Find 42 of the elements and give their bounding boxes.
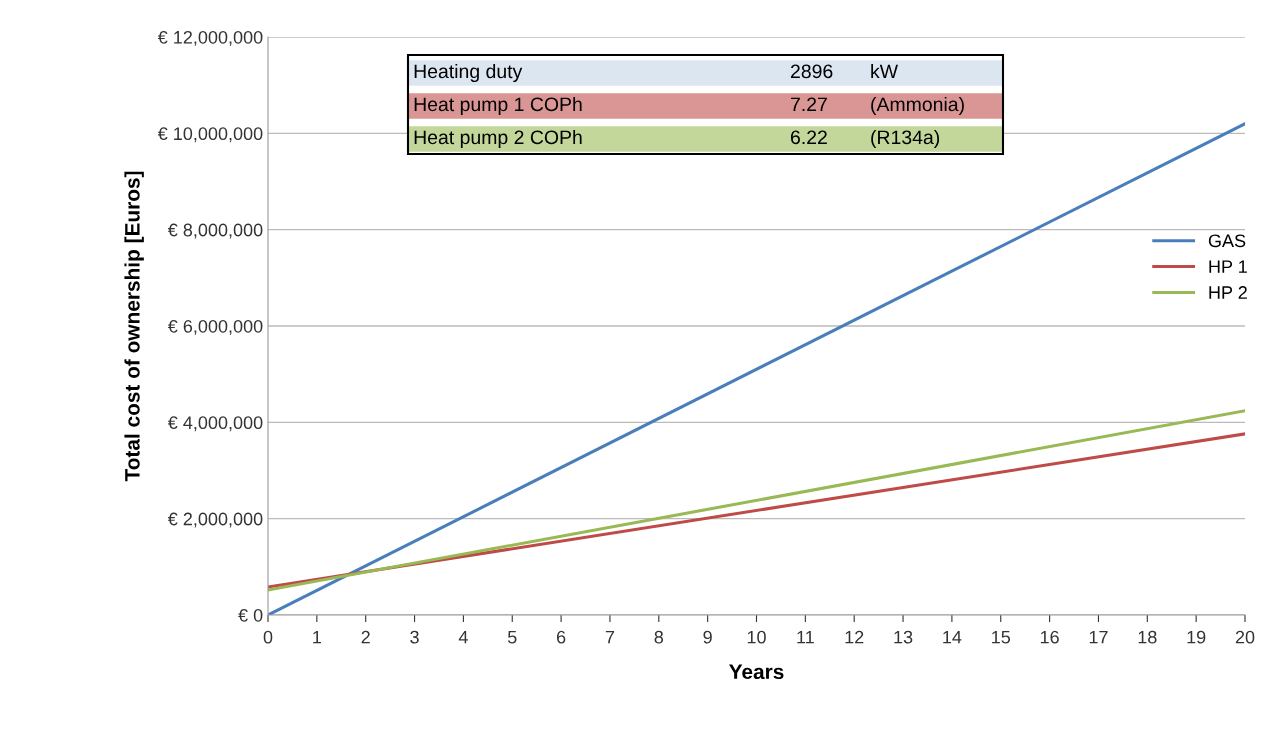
y-tick-label: € 2,000,000 (167, 512, 263, 528)
x-tick-label: 10 (747, 630, 766, 644)
x-tick-label: 5 (507, 630, 517, 644)
x-tick-label: 2 (361, 630, 370, 644)
legend-label: HP 1 (1209, 260, 1247, 273)
x-tick-label: 3 (410, 630, 419, 644)
y-tick-label: € 0 (238, 608, 263, 622)
x-tick-label: 8 (654, 630, 664, 644)
x-tick-label: 18 (1138, 630, 1157, 644)
x-tick-label: 1 (313, 630, 321, 644)
x-tick-label: 4 (458, 630, 468, 644)
x-tick-label: 16 (1040, 630, 1059, 644)
y-axis-title: Total cost of ownership [Euros] (124, 171, 144, 482)
x-tick-label: 13 (894, 630, 913, 644)
x-tick-label: 6 (557, 630, 566, 644)
y-tick-label: € 4,000,000 (167, 416, 263, 432)
y-tick-label: € 6,000,000 (167, 319, 263, 335)
legend-label: GAS (1208, 234, 1246, 248)
y-tick-label: € 12,000,000 (157, 30, 263, 46)
x-tick-label: 20 (1235, 630, 1255, 644)
x-tick-label: 17 (1089, 630, 1108, 644)
annotation: Heating duty (414, 63, 523, 83)
annotation: 2896 (790, 64, 833, 79)
x-tick-label: 15 (992, 630, 1011, 644)
legend-label: HP 2 (1209, 286, 1247, 299)
x-tick-label: 11 (797, 630, 814, 644)
y-tick-label: € 10,000,000 (157, 127, 263, 143)
annotation: Heat pump 1 COPh (414, 96, 582, 116)
annotation: Heat pump 2 COPh (414, 129, 582, 149)
x-axis-title: Years (729, 664, 784, 680)
annotation: (R134a) (871, 129, 940, 149)
annotation: 6.22 (790, 130, 827, 145)
x-tick-label: 14 (943, 630, 962, 644)
x-tick-label: 19 (1187, 630, 1206, 644)
x-tick-label: 7 (605, 630, 615, 644)
annotation: 7.27 (791, 97, 827, 112)
y-tick-label: € 8,000,000 (167, 223, 263, 239)
annotation: kW (871, 63, 899, 79)
x-tick-label: 12 (845, 630, 864, 644)
annotation: (Ammonia) (871, 96, 964, 116)
x-tick-label: 0 (263, 630, 273, 644)
x-tick-label: 9 (703, 630, 712, 644)
